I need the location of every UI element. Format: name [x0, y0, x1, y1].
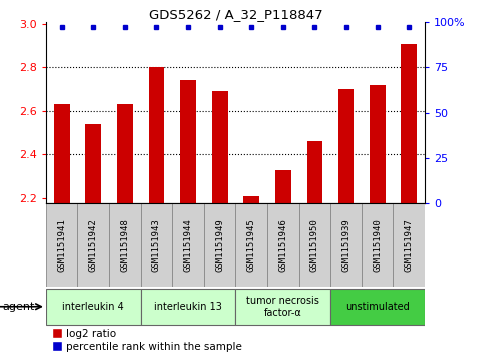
- Text: GSM1151939: GSM1151939: [341, 218, 351, 272]
- Bar: [85, 124, 101, 203]
- Text: GSM1151940: GSM1151940: [373, 218, 382, 272]
- Bar: [212, 91, 227, 203]
- Text: GSM1151947: GSM1151947: [405, 218, 414, 272]
- FancyBboxPatch shape: [236, 203, 267, 287]
- FancyBboxPatch shape: [267, 203, 298, 287]
- FancyBboxPatch shape: [77, 203, 109, 287]
- Bar: [338, 89, 354, 203]
- FancyBboxPatch shape: [298, 203, 330, 287]
- FancyBboxPatch shape: [109, 203, 141, 287]
- Legend: log2 ratio, percentile rank within the sample: log2 ratio, percentile rank within the s…: [49, 325, 246, 356]
- Bar: [275, 170, 291, 203]
- FancyBboxPatch shape: [46, 289, 141, 325]
- Text: tumor necrosis
factor-α: tumor necrosis factor-α: [246, 296, 319, 318]
- Bar: [54, 105, 70, 203]
- Text: GSM1151949: GSM1151949: [215, 218, 224, 272]
- Bar: [243, 196, 259, 203]
- FancyBboxPatch shape: [362, 203, 394, 287]
- Text: GSM1151946: GSM1151946: [278, 218, 287, 272]
- Text: GSM1151941: GSM1151941: [57, 218, 66, 272]
- Bar: [307, 141, 322, 203]
- FancyBboxPatch shape: [330, 203, 362, 287]
- Text: GSM1151950: GSM1151950: [310, 218, 319, 272]
- Text: unstimulated: unstimulated: [345, 302, 410, 312]
- Bar: [370, 85, 385, 203]
- FancyBboxPatch shape: [141, 289, 236, 325]
- Bar: [149, 68, 164, 203]
- Bar: [180, 81, 196, 203]
- Text: interleukin 13: interleukin 13: [154, 302, 222, 312]
- FancyBboxPatch shape: [172, 203, 204, 287]
- FancyBboxPatch shape: [330, 289, 425, 325]
- Title: GDS5262 / A_32_P118847: GDS5262 / A_32_P118847: [149, 8, 322, 21]
- FancyBboxPatch shape: [204, 203, 236, 287]
- Text: interleukin 4: interleukin 4: [62, 302, 124, 312]
- FancyBboxPatch shape: [46, 203, 77, 287]
- Text: GSM1151944: GSM1151944: [184, 218, 193, 272]
- Text: agent: agent: [2, 302, 35, 312]
- FancyBboxPatch shape: [236, 289, 330, 325]
- FancyBboxPatch shape: [394, 203, 425, 287]
- Text: GSM1151945: GSM1151945: [247, 218, 256, 272]
- Bar: [401, 44, 417, 203]
- Text: GSM1151948: GSM1151948: [120, 218, 129, 272]
- Bar: [117, 105, 133, 203]
- Text: GSM1151943: GSM1151943: [152, 218, 161, 272]
- FancyBboxPatch shape: [141, 203, 172, 287]
- Text: GSM1151942: GSM1151942: [89, 218, 98, 272]
